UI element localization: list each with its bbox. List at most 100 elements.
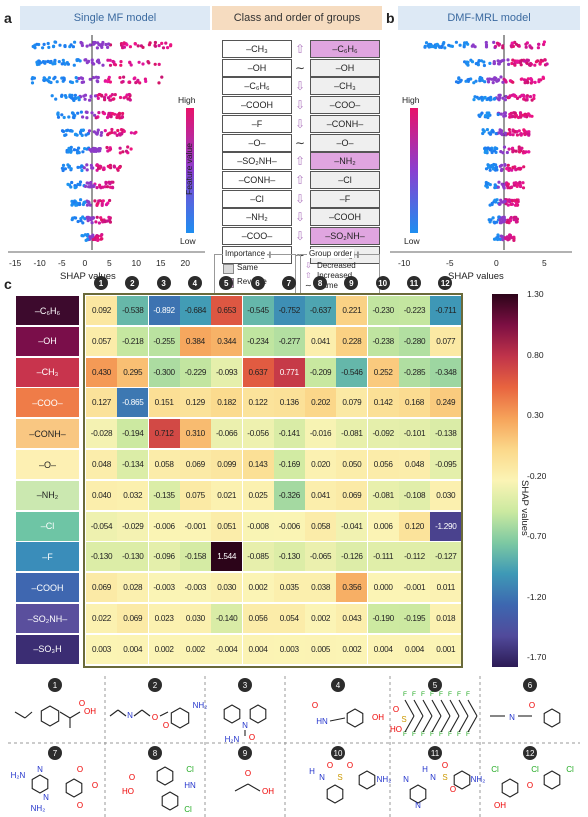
- shap-point: [511, 165, 515, 169]
- heatmap-cell: 0.252: [367, 357, 399, 387]
- shap-point: [500, 217, 504, 221]
- heatmap-cell: 0.003: [86, 634, 117, 664]
- heatmap-cell: 0.771: [273, 357, 305, 387]
- axis-tick-label: -10: [398, 258, 411, 268]
- shap-point: [516, 167, 520, 171]
- left-axis-ticks: -15 -10 -5 0 5 10 15 20: [9, 258, 212, 270]
- heatmap-row-label: –F: [16, 542, 79, 572]
- bond: [247, 783, 261, 792]
- colorbar-tick-label: 1.30: [527, 289, 544, 299]
- ring: [326, 784, 344, 804]
- shap-point: [67, 148, 71, 152]
- shap-point: [70, 129, 74, 133]
- shap-point: [495, 147, 499, 151]
- shap-point: [483, 80, 487, 84]
- atom-label: Cl: [491, 765, 499, 774]
- heatmap-cell: 0.182: [211, 388, 243, 418]
- heatmap-cell: -0.546: [336, 357, 368, 387]
- shap-point: [494, 132, 498, 136]
- shap-point: [497, 62, 501, 66]
- shap-point: [108, 217, 112, 221]
- shap-point: [90, 61, 94, 65]
- shap-point: [74, 203, 78, 207]
- shap-point: [83, 58, 87, 62]
- shap-point: [466, 78, 470, 82]
- shap-point: [132, 77, 136, 81]
- atom-label: HN: [184, 781, 196, 790]
- atom-label: O: [327, 761, 333, 770]
- heatmap-cell: 0.356: [336, 573, 368, 603]
- shap-point: [519, 77, 523, 81]
- atom-label: H: [309, 767, 315, 776]
- shap-point: [522, 128, 526, 132]
- shap-point: [120, 132, 124, 136]
- heatmap-cell: -0.111: [367, 542, 399, 572]
- feature-value-bar-a: [186, 108, 194, 233]
- heatmap-cell: 0.040: [86, 480, 117, 510]
- shap-point: [458, 43, 462, 47]
- shap-point: [499, 198, 503, 202]
- shap-point: [497, 180, 501, 184]
- shap-point: [120, 80, 124, 84]
- shap-point: [75, 151, 80, 155]
- shap-point: [88, 148, 92, 152]
- molecule-number-badge: [238, 746, 252, 760]
- right-group-label: –COOH: [310, 208, 380, 227]
- heatmap-column-number: 11: [407, 276, 421, 290]
- shap-point: [106, 201, 110, 205]
- shap-point: [86, 219, 90, 223]
- shap-point: [60, 129, 65, 133]
- heatmap-cell: -0.029: [117, 511, 149, 541]
- increase-arrow-icon: ⇧: [294, 42, 306, 56]
- shap-point: [129, 147, 133, 151]
- atom-label: NH₂: [31, 804, 46, 813]
- heatmap-cell: 0.056: [367, 450, 399, 479]
- shap-point: [119, 63, 123, 67]
- heatmap-row-label: –CH₃: [16, 357, 79, 387]
- heatmap-cell: 0.004: [367, 634, 399, 664]
- shap-point: [102, 96, 107, 100]
- colorbar-tick-label: 0.30: [527, 410, 544, 420]
- decreased-label: Decreased: [317, 261, 356, 270]
- heatmap-cell: 0.004: [242, 634, 274, 664]
- panel-letter-b: b: [386, 10, 395, 26]
- shap-point: [483, 150, 487, 154]
- heatmap-column-number: 2: [125, 276, 140, 290]
- atom-label: F: [448, 731, 452, 738]
- bond: [449, 715, 460, 733]
- shap-point: [73, 186, 77, 190]
- shap-point: [539, 60, 543, 64]
- shap-point: [492, 61, 496, 66]
- shap-point: [498, 237, 502, 241]
- ring: [31, 774, 49, 794]
- heatmap-cell: 0.120: [399, 511, 430, 541]
- shap-point: [82, 166, 86, 170]
- shap-point: [512, 235, 516, 239]
- shap-point: [63, 62, 67, 66]
- shap-point: [517, 129, 521, 133]
- shap-point: [485, 185, 489, 189]
- shap-point: [128, 80, 132, 84]
- shap-point: [35, 42, 39, 46]
- molecule-number-badge: [523, 678, 537, 692]
- heatmap-cell: -0.006: [273, 511, 305, 541]
- atom-label: NH₂: [193, 701, 208, 710]
- shap-point: [96, 128, 100, 132]
- shap-point: [116, 128, 120, 133]
- atom-label: N: [43, 793, 49, 802]
- shap-point: [473, 95, 477, 99]
- heatmap-cell: 0.712: [148, 419, 180, 449]
- shap-point: [105, 219, 110, 223]
- shap-point: [87, 59, 91, 63]
- shap-point: [543, 58, 547, 62]
- shap-point: [46, 41, 50, 46]
- heatmap-cell: -0.130: [117, 542, 149, 572]
- left-group-label: –SO₂NH–: [222, 152, 292, 171]
- shap-point: [524, 42, 528, 46]
- shap-point: [30, 81, 35, 85]
- shap-point: [33, 46, 37, 50]
- shap-point: [37, 62, 41, 66]
- atom-label: O: [77, 801, 83, 810]
- shap-point: [530, 46, 534, 50]
- shap-point: [43, 60, 47, 64]
